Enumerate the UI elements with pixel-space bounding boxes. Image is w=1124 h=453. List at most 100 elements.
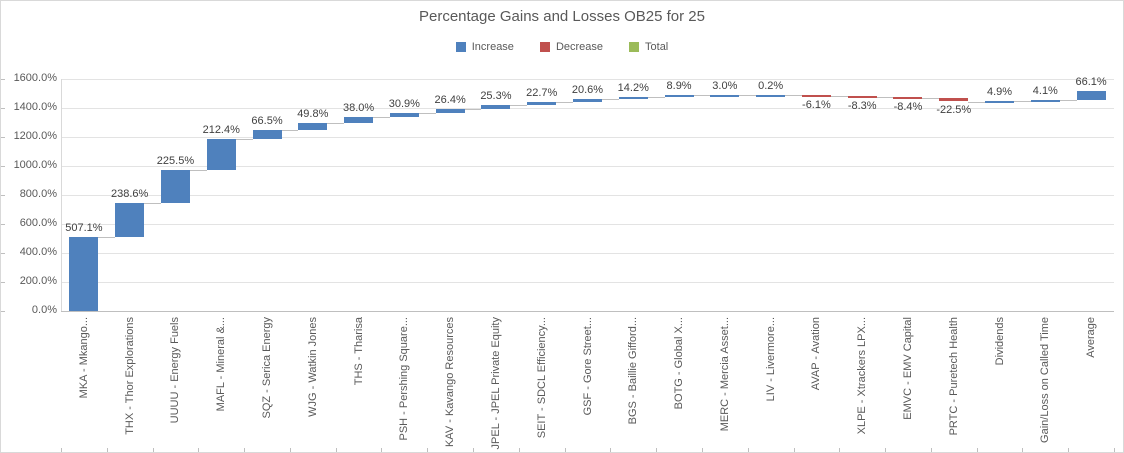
waterfall-connector [739, 94, 757, 96]
data-label: -6.1% [802, 98, 831, 111]
data-label: 212.4% [202, 124, 240, 137]
gridline [61, 78, 1114, 80]
x-axis-category-label: MKA - Mkango... [77, 317, 90, 399]
data-label: -8.3% [847, 99, 877, 112]
waterfall-connector [556, 101, 573, 103]
x-axis-category-label: SQZ - Serica Energy [261, 317, 274, 419]
gridline [61, 252, 1114, 254]
y-axis-tick-mark [1, 108, 5, 109]
bar-AVAP - Avation[interactable] [801, 94, 831, 97]
data-label: 8.9% [666, 80, 692, 93]
y-axis-line [61, 79, 62, 311]
waterfall-connector [189, 170, 207, 172]
data-label: 66.1% [1075, 75, 1107, 88]
bar-KAV - Kavango Resources[interactable] [435, 108, 465, 113]
y-axis-tick-label: 200.0% [19, 275, 57, 287]
waterfall-connector [602, 98, 619, 100]
x-axis-tick-mark [656, 448, 657, 452]
legend-swatch-increase [455, 42, 466, 52]
legend-label: Total [645, 41, 669, 53]
bar-Average[interactable] [1076, 90, 1106, 101]
bar-GSF - Gore Street...[interactable] [573, 98, 602, 102]
x-axis-tick-mark [427, 448, 428, 452]
x-axis-category-label: PSH - Pershing Square... [398, 317, 411, 441]
x-axis-category-label: Dividends [993, 317, 1006, 366]
bar-EMVC - EMV Capital[interactable] [893, 97, 923, 100]
data-label: 4.1% [1032, 85, 1058, 98]
x-axis-category-label: JPEL - JPEL Private Equity [489, 317, 502, 450]
data-label: 4.9% [986, 85, 1013, 98]
gridline [61, 165, 1114, 167]
bar-JPEL - JPEL Private Equity[interactable] [481, 105, 511, 109]
x-axis-category-label: BOTG - Global X... [673, 317, 686, 410]
bar-WJG - Watkin Jones[interactable] [298, 122, 328, 130]
x-axis-tick-mark [610, 448, 611, 452]
bar-BOTG - Global X...[interactable] [664, 95, 694, 98]
waterfall-connector [98, 237, 116, 239]
bar-PSH - Pershing Square...[interactable] [389, 112, 419, 117]
bar-MAFL - Mineral &...[interactable] [206, 139, 236, 171]
y-axis-tick-label: 400.0% [19, 246, 57, 258]
bar-PRTC - Puretech Health[interactable] [939, 98, 969, 102]
y-axis-tick-mark [1, 166, 5, 167]
data-label: 66.5% [251, 114, 283, 127]
x-axis-category-label: AVAP - Avation [810, 317, 823, 391]
x-axis-category-label: GSF - Gore Street... [581, 317, 594, 416]
gridline [61, 107, 1114, 109]
bar-MKA - Mkango...[interactable] [69, 237, 99, 311]
y-axis-tick-label: 1200.0% [13, 130, 57, 142]
legend-item-increase[interactable]: Increase [455, 41, 514, 53]
bar-UUUU - Energy Fuels[interactable] [160, 170, 190, 203]
data-label: 20.6% [571, 83, 604, 96]
y-axis-tick-mark [1, 282, 5, 283]
waterfall-connector [968, 101, 986, 103]
x-axis-category-label: LIV - Livermore... [764, 317, 777, 402]
bar-MERC - Mercia Asset...[interactable] [710, 94, 740, 97]
waterfall-connector [418, 112, 436, 114]
x-axis-tick-mark [977, 448, 978, 452]
x-axis-category-label: WJG - Watkin Jones [306, 317, 319, 417]
x-axis-category-label: THX - Thor Explorations [123, 317, 136, 435]
x-axis-tick-mark [198, 448, 199, 452]
legend-item-decrease[interactable]: Decrease [539, 41, 603, 53]
legend-swatch-total [629, 42, 640, 52]
x-axis-tick-mark [839, 448, 840, 452]
bar-SQZ - Serica Energy[interactable] [252, 129, 282, 140]
y-axis-tick-mark [1, 253, 5, 254]
x-axis-category-label: XLPE - Xtrackers LPX... [856, 317, 869, 435]
x-axis-tick-mark [565, 448, 566, 452]
gridline [61, 223, 1114, 225]
bar-Gain/Loss on Called Time[interactable] [1030, 100, 1060, 103]
x-axis-tick-mark [473, 448, 474, 452]
data-label: 26.4% [434, 93, 466, 106]
bar-LIV - Livermore...[interactable] [756, 94, 786, 97]
bar-THX - Thor Explorations[interactable] [115, 202, 145, 238]
bar-Dividends[interactable] [985, 100, 1015, 103]
y-axis-tick-mark [1, 79, 5, 80]
data-label: 225.5% [156, 155, 195, 168]
bar-THS - Tharisa[interactable] [344, 117, 374, 123]
bar-SEIT - SDCL Efficiency...[interactable] [527, 101, 557, 106]
x-axis-tick-mark [1022, 448, 1023, 452]
x-axis-category-label: SEIT - SDCL Efficiency... [535, 317, 548, 439]
x-axis-tick-mark [1068, 448, 1069, 452]
chart-legend: Increase Decrease Total [1, 41, 1123, 53]
x-axis-tick-mark [336, 448, 337, 452]
bar-XLPE - Xtrackers LPX...[interactable] [847, 95, 877, 98]
x-axis-tick-mark [61, 448, 62, 452]
data-label: 30.9% [388, 97, 420, 110]
data-label: 25.3% [480, 90, 512, 103]
waterfall-connector [144, 202, 161, 204]
x-axis-tick-mark [290, 448, 291, 452]
waterfall-connector [785, 94, 802, 96]
y-axis-tick-label: 0.0% [31, 304, 57, 316]
bar-BGS - Baillie Gifford...[interactable] [618, 96, 648, 99]
x-axis-tick-mark [381, 448, 382, 452]
waterfall-connector [235, 139, 253, 141]
y-axis-tick-mark [1, 311, 5, 312]
gridline [61, 194, 1114, 196]
legend-item-total[interactable]: Total [629, 41, 668, 53]
x-axis-category-label: Gain/Loss on Called Time [1039, 317, 1052, 443]
y-axis-tick-mark [1, 224, 5, 225]
x-axis-tick-mark [885, 448, 886, 452]
